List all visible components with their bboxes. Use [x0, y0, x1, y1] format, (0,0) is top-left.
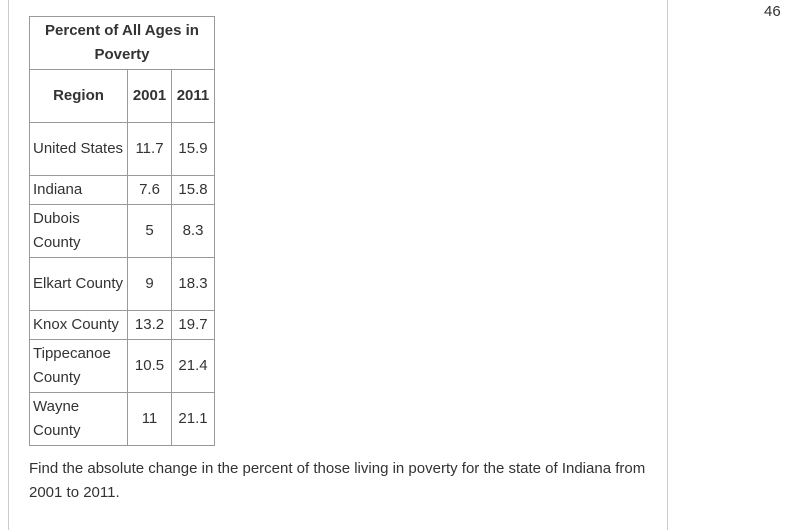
content-frame [8, 0, 668, 530]
poverty-table: Percent of All Ages in Poverty Region 20… [29, 16, 215, 446]
region-cell: Elkart County [29, 257, 128, 311]
value-cell: 8.3 [171, 204, 215, 258]
region-cell: Tippecanoe County [29, 339, 128, 393]
table-body: Percent of All Ages in Poverty Region 20… [29, 16, 215, 446]
title-row: Percent of All Ages in Poverty [29, 16, 215, 70]
data-row: Tippecanoe County 10.5 21.4 [29, 339, 215, 393]
question-text: Find the absolute change in the percent … [29, 460, 646, 501]
table-title: Percent of All Ages in Poverty [29, 16, 215, 70]
data-row: Indiana 7.6 15.8 [29, 175, 215, 205]
header-cell: Region [29, 69, 128, 123]
header-row: Region 2001 2011 [29, 69, 215, 123]
region-cell: Indiana [29, 175, 128, 205]
value-cell: 15.8 [171, 175, 215, 205]
data-row: Wayne County 11 21.1 [29, 392, 215, 446]
data-row: United States 11.7 15.9 [29, 122, 215, 176]
region-cell: Wayne County [29, 392, 128, 446]
region-cell: United States [29, 122, 128, 176]
data-row: Dubois County 5 8.3 [29, 204, 215, 258]
value-cell: 9 [127, 257, 172, 311]
value-cell: 7.6 [127, 175, 172, 205]
value-cell: 18.3 [171, 257, 215, 311]
value-cell: 19.7 [171, 310, 215, 340]
value-cell: 13.2 [127, 310, 172, 340]
data-row: Knox County 13.2 19.7 [29, 310, 215, 340]
data-row: Elkart County 9 18.3 [29, 257, 215, 311]
value-cell: 11.7 [127, 122, 172, 176]
value-cell: 5 [127, 204, 172, 258]
region-cell: Dubois County [29, 204, 128, 258]
region-cell: Knox County [29, 310, 128, 340]
value-cell: 15.9 [171, 122, 215, 176]
page-number: 46 [764, 3, 781, 20]
value-cell: 21.4 [171, 339, 215, 393]
value-cell: 21.1 [171, 392, 215, 446]
header-cell: 2001 [127, 69, 172, 123]
header-cell: 2011 [171, 69, 215, 123]
value-cell: 10.5 [127, 339, 172, 393]
value-cell: 11 [127, 392, 172, 446]
